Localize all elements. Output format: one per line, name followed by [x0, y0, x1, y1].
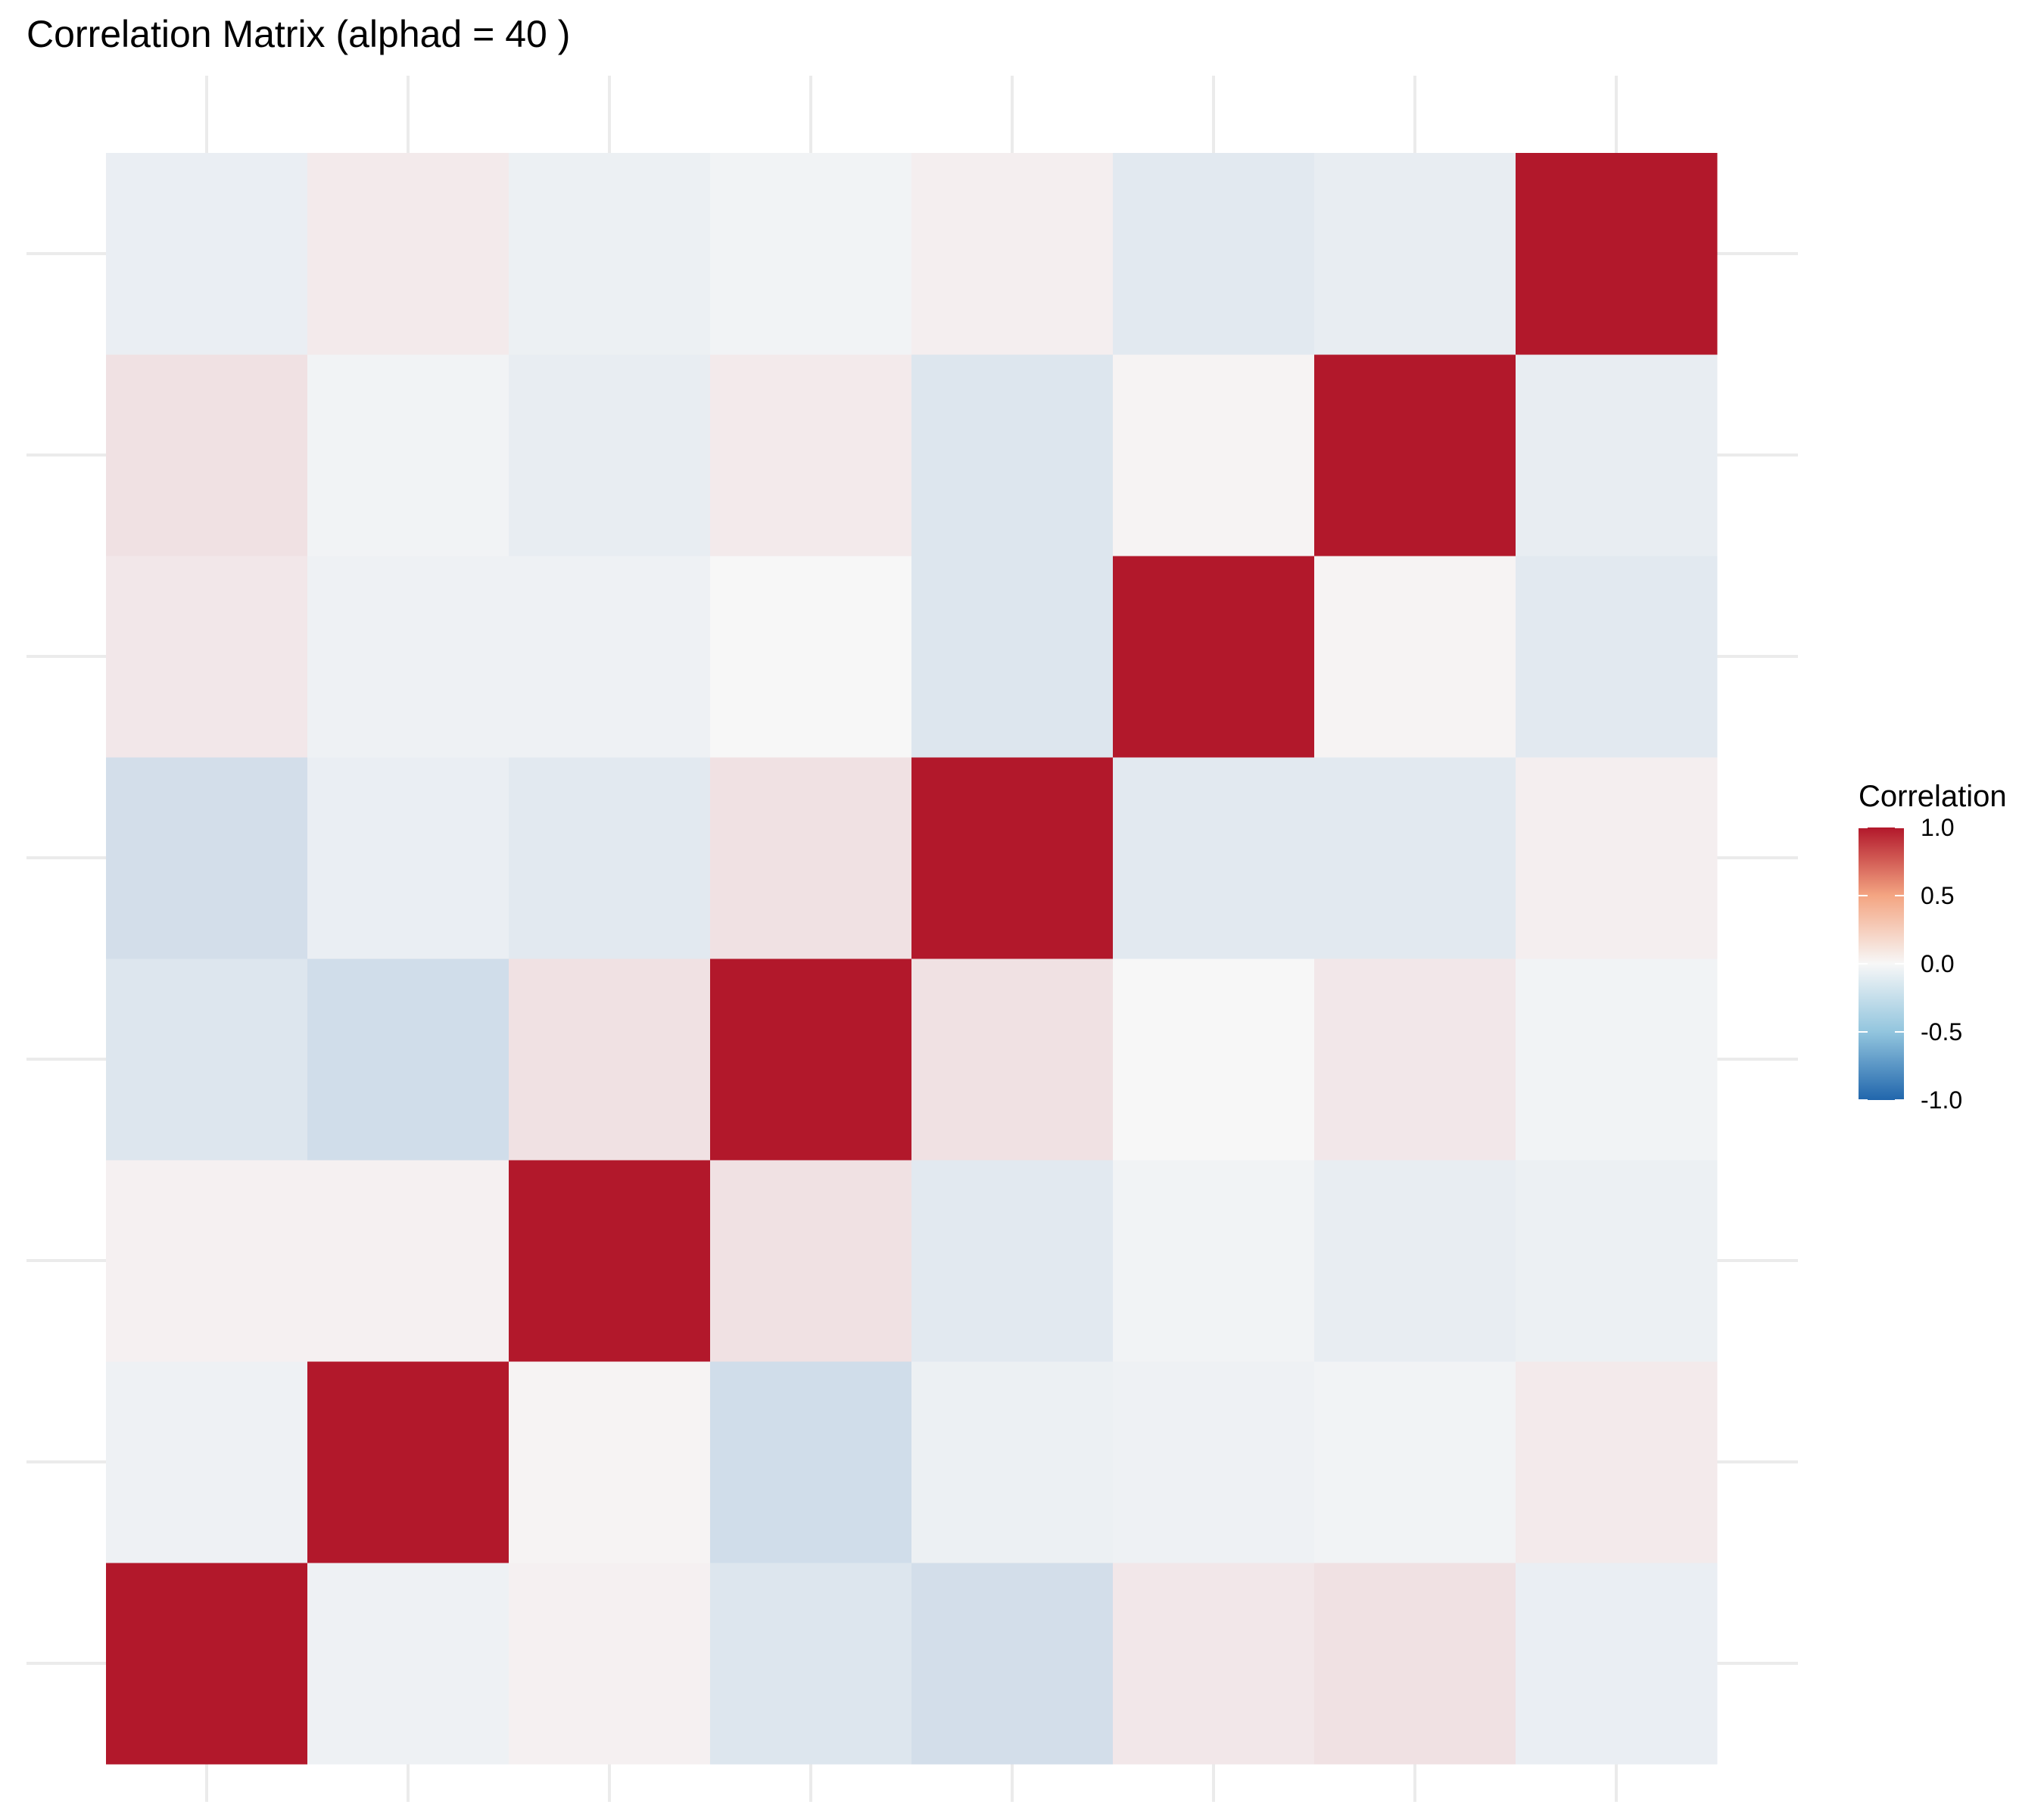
heatmap-cell	[106, 757, 308, 959]
heatmap-cell	[1516, 556, 1718, 758]
heatmap-cell	[509, 757, 711, 959]
legend-tick-label: 1.0	[1921, 814, 1954, 841]
heatmap-cells	[106, 153, 1718, 1765]
heatmap-cell	[307, 1160, 509, 1362]
heatmap-cell	[1516, 958, 1718, 1161]
heatmap-cell	[911, 556, 1114, 758]
heatmap-cell	[106, 1160, 308, 1362]
heatmap-cell	[1314, 1361, 1516, 1563]
heatmap-cell	[106, 1563, 308, 1765]
heatmap-cell	[106, 354, 308, 556]
heatmap-cell	[710, 1160, 912, 1362]
heatmap-cell	[1113, 1160, 1315, 1362]
heatmap-cell	[106, 958, 308, 1161]
heatmap-cell	[307, 757, 509, 959]
legend-ticks: 1.0 0.5 0.0 -0.5 -1.0	[1859, 814, 1962, 1114]
legend-tick-label: 0.0	[1921, 950, 1954, 977]
heatmap-cell	[710, 354, 912, 556]
heatmap-cell	[911, 1563, 1114, 1765]
heatmap-cell	[710, 958, 912, 1161]
heatmap-cell	[307, 1563, 509, 1765]
heatmap-cell	[307, 1361, 509, 1563]
heatmap-cell	[106, 153, 308, 355]
heatmap-cell	[1314, 354, 1516, 556]
heatmap-cell	[509, 1361, 711, 1563]
heatmap-cell	[710, 153, 912, 355]
heatmap-cell	[1113, 1563, 1315, 1765]
heatmap-cell	[106, 1361, 308, 1563]
heatmap-cell	[1314, 757, 1516, 959]
heatmap-cell	[710, 1563, 912, 1765]
heatmap-cell	[1516, 1160, 1718, 1362]
legend-tick-label: -1.0	[1921, 1086, 1962, 1114]
heatmap-cell	[307, 958, 509, 1161]
heatmap-cell	[710, 1361, 912, 1563]
heatmap-cell	[911, 153, 1114, 355]
heatmap-cell	[307, 153, 509, 355]
heatmap-cell	[710, 757, 912, 959]
heatmap-cell	[710, 556, 912, 758]
heatmap-cell	[911, 354, 1114, 556]
heatmap-cell	[1314, 958, 1516, 1161]
legend: Correlation 1.0 0.5 0.0 -0.5 -1.0	[1859, 780, 2007, 1114]
heatmap-cell	[911, 1160, 1114, 1362]
heatmap-cell	[1113, 958, 1315, 1161]
heatmap-cell	[509, 153, 711, 355]
legend-tick-label: -0.5	[1921, 1018, 1962, 1046]
heatmap-cell	[1314, 1160, 1516, 1362]
heatmap-cell	[1314, 153, 1516, 355]
heatmap-cell	[1516, 153, 1718, 355]
legend-title: Correlation	[1859, 780, 2007, 813]
heatmap-cell	[307, 354, 509, 556]
heatmap-cell	[911, 958, 1114, 1161]
heatmap-cell	[1516, 1361, 1718, 1563]
heatmap-cell	[1516, 1563, 1718, 1765]
heatmap-cell	[1516, 757, 1718, 959]
heatmap-cell	[1516, 354, 1718, 556]
heatmap-cell	[1113, 153, 1315, 355]
heatmap-cell	[911, 757, 1114, 959]
heatmap-cell	[1113, 354, 1315, 556]
chart-title: Correlation Matrix (alphad = 40 )	[26, 13, 570, 55]
heatmap-cell	[106, 556, 308, 758]
legend-tick-label: 0.5	[1921, 882, 1954, 909]
heatmap-cell	[1314, 1563, 1516, 1765]
heatmap-cell	[911, 1361, 1114, 1563]
heatmap-cell	[509, 354, 711, 556]
heatmap-cell	[1113, 1361, 1315, 1563]
heatmap-cell	[307, 556, 509, 758]
heatmap-cell	[509, 1160, 711, 1362]
heatmap-cell	[1113, 556, 1315, 758]
heatmap-cell	[1113, 757, 1315, 959]
heatmap-cell	[509, 1563, 711, 1765]
heatmap-cell	[509, 556, 711, 758]
heatmap-cell	[1314, 556, 1516, 758]
heatmap-cell	[509, 958, 711, 1161]
